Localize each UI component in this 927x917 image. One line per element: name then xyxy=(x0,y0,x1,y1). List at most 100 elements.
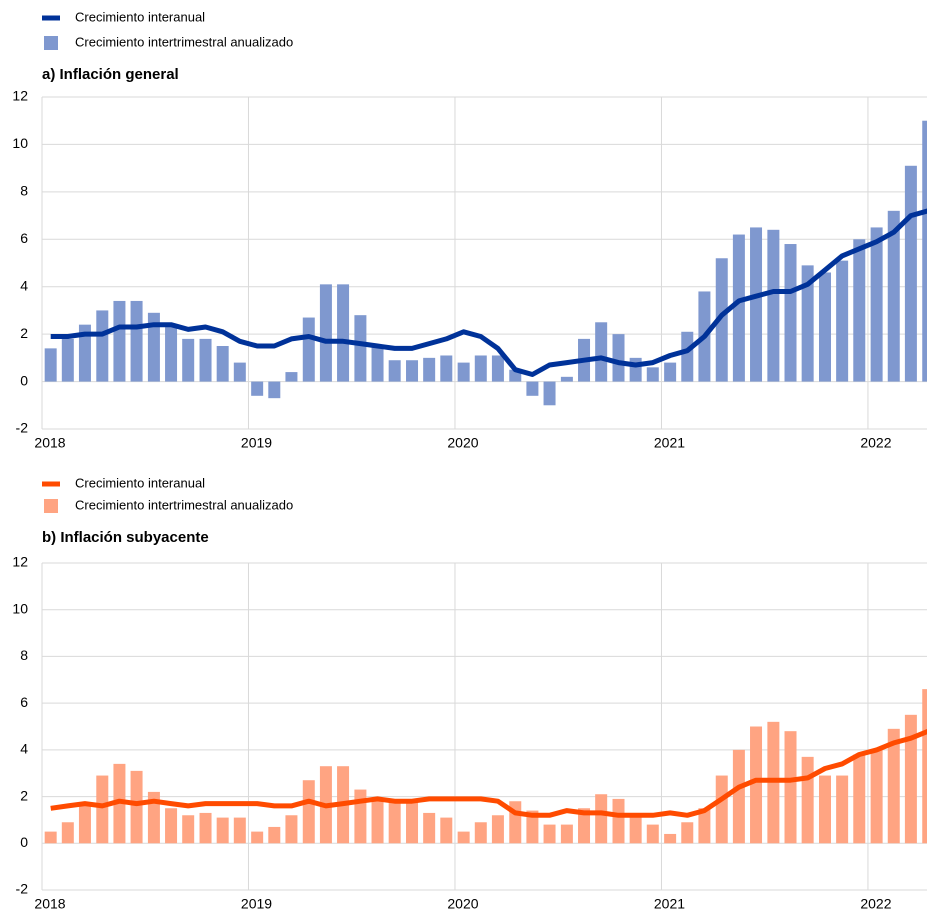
bar xyxy=(715,258,728,382)
bar xyxy=(904,165,917,382)
bar xyxy=(199,812,212,844)
bar xyxy=(319,284,332,382)
bar xyxy=(199,338,212,382)
bar xyxy=(165,327,178,382)
bar xyxy=(732,234,745,382)
bar xyxy=(61,822,74,844)
y-tick-label: 10 xyxy=(12,600,28,616)
bar xyxy=(423,812,436,844)
y-tick-label: 0 xyxy=(20,834,28,850)
plot-area xyxy=(44,120,927,406)
bar xyxy=(801,756,814,844)
y-tick-label: 4 xyxy=(20,277,28,293)
bar xyxy=(578,808,591,844)
x-tick-label: 2021 xyxy=(654,435,685,451)
bar xyxy=(268,381,281,399)
bar xyxy=(698,808,711,844)
legend-swatch xyxy=(44,36,58,50)
bar xyxy=(509,801,522,844)
bar xyxy=(629,815,642,844)
bar xyxy=(165,808,178,844)
bar xyxy=(491,815,504,844)
line xyxy=(50,208,927,377)
bar xyxy=(664,833,677,844)
x-tick-label: 2021 xyxy=(654,896,685,912)
bar xyxy=(371,346,384,382)
bar xyxy=(543,824,556,844)
bar xyxy=(233,817,246,844)
bar xyxy=(853,239,866,382)
bar xyxy=(491,355,504,382)
bar xyxy=(285,372,298,382)
y-tick-label: 8 xyxy=(20,647,28,663)
bar xyxy=(801,265,814,382)
bar xyxy=(371,801,384,844)
bar xyxy=(595,322,608,382)
bar xyxy=(543,381,556,406)
bar xyxy=(681,331,694,382)
bar xyxy=(251,381,264,396)
bar xyxy=(818,272,831,382)
bar xyxy=(457,831,470,844)
bar xyxy=(818,775,831,844)
bar xyxy=(612,334,625,382)
legend-label: Crecimiento intertrimestral anualizado xyxy=(75,34,293,49)
y-tick-label: 0 xyxy=(20,372,28,388)
y-tick-label: 6 xyxy=(20,694,28,710)
y-tick-label: 8 xyxy=(20,183,28,199)
line xyxy=(50,728,927,818)
bar xyxy=(870,749,883,844)
x-tick-label: 2019 xyxy=(241,896,272,912)
bar xyxy=(836,775,849,844)
y-tick-label: -2 xyxy=(16,420,29,436)
y-tick-label: 12 xyxy=(12,554,28,570)
bar xyxy=(388,801,401,844)
bar xyxy=(853,754,866,844)
bar xyxy=(732,749,745,844)
legend-label: Crecimiento interanual xyxy=(75,9,205,24)
bar xyxy=(96,310,109,382)
bar xyxy=(595,794,608,844)
bar xyxy=(182,338,195,382)
bar xyxy=(216,346,229,382)
bar xyxy=(784,244,797,382)
bar xyxy=(216,817,229,844)
bar xyxy=(474,822,487,844)
bar xyxy=(715,775,728,844)
bar xyxy=(646,367,659,382)
chart-title: b) Inflación subyacente xyxy=(42,529,209,546)
bar xyxy=(96,775,109,844)
bar xyxy=(681,822,694,844)
bar xyxy=(750,227,763,382)
bar xyxy=(406,801,419,844)
bar xyxy=(302,317,315,382)
bar xyxy=(61,338,74,382)
y-tick-label: 12 xyxy=(12,88,28,104)
bar xyxy=(784,731,797,844)
x-tick-label: 2020 xyxy=(447,435,478,451)
bar xyxy=(629,357,642,382)
bar xyxy=(870,227,883,382)
y-tick-label: 6 xyxy=(20,230,28,246)
bar xyxy=(474,355,487,382)
plot-area xyxy=(44,689,927,844)
bar xyxy=(354,789,367,844)
bar xyxy=(560,824,573,844)
bar xyxy=(233,362,246,382)
legend-swatch xyxy=(44,499,58,513)
bar xyxy=(887,210,900,382)
bar xyxy=(302,780,315,844)
bar xyxy=(664,362,677,382)
x-tick-label: 2018 xyxy=(34,896,65,912)
bar xyxy=(337,284,350,382)
bar xyxy=(457,362,470,382)
y-tick-label: 2 xyxy=(20,787,28,803)
legend-label: Crecimiento interanual xyxy=(75,475,205,490)
chart-title: a) Inflación general xyxy=(42,66,179,83)
bar xyxy=(750,726,763,844)
bar xyxy=(612,798,625,844)
bar xyxy=(922,689,927,844)
bar xyxy=(406,360,419,382)
x-tick-label: 2018 xyxy=(34,435,65,451)
